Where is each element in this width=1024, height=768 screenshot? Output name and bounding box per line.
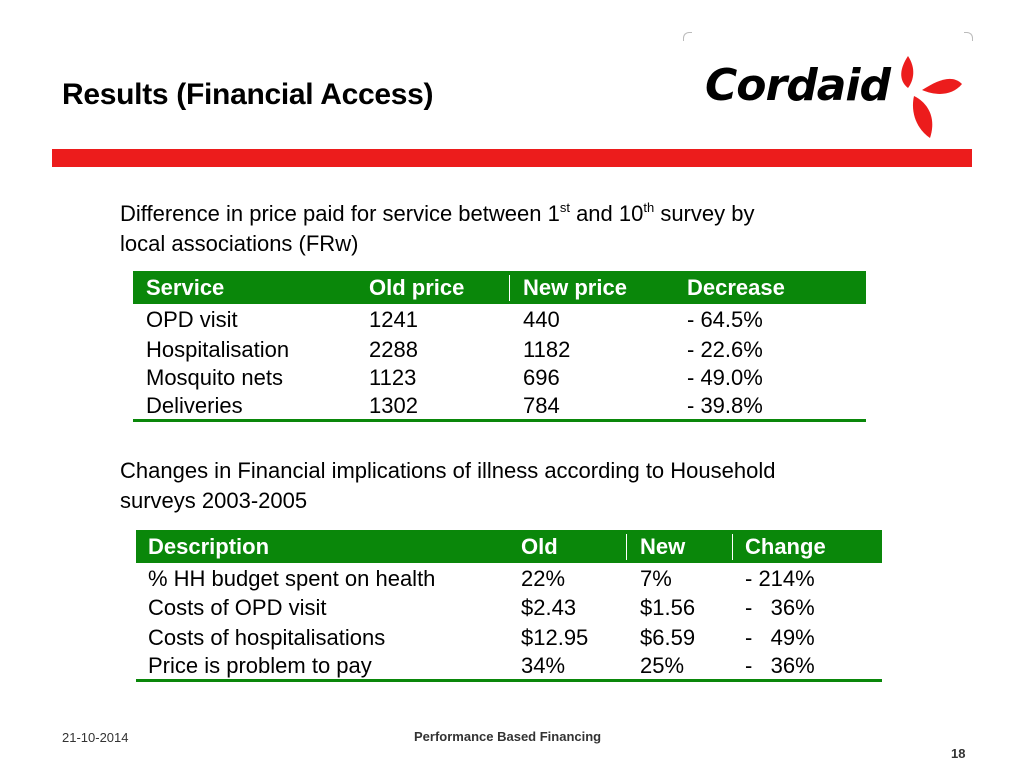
column-header: Old price — [369, 275, 465, 300]
cordaid-logo-text: Cordaid — [705, 60, 891, 111]
table-cell: OPD visit — [146, 307, 238, 332]
column-separator — [626, 534, 627, 560]
caption-text: surveys 2003-2005 — [120, 488, 308, 513]
table-cell: Deliveries — [146, 393, 243, 418]
table-cell: Price is problem to pay — [148, 653, 372, 678]
table-cell: Mosquito nets — [146, 365, 283, 390]
table-cell: $6.59 — [640, 625, 696, 650]
column-header: Old — [521, 534, 558, 559]
caption-text: survey by — [654, 201, 755, 226]
table-cell: $12.95 — [521, 625, 589, 650]
section1-caption: Difference in price paid for service bet… — [120, 199, 900, 259]
table-cell: - 64.5% — [687, 307, 763, 332]
column-separator — [509, 275, 510, 301]
table-cell: % HH budget spent on health — [148, 566, 436, 591]
caption-text: and 10 — [569, 201, 644, 226]
table-cell: 784 — [523, 393, 560, 418]
footer-date: 21-10-2014 — [62, 730, 129, 745]
table-cell: - 36% — [745, 595, 815, 620]
table-cell: $2.43 — [521, 595, 577, 620]
table-cell: Costs of OPD visit — [148, 595, 327, 620]
logo-frame — [683, 32, 973, 150]
table-cell: - 49.0% — [687, 365, 763, 390]
table-cell: - 49% — [745, 625, 815, 650]
table-row: OPD visit 1241 440 - 64.5% — [133, 304, 866, 334]
table-header: Description Old New Change — [136, 530, 882, 563]
slide-title: Results (Financial Access) — [62, 78, 434, 111]
price-table: Service Old price New price Decrease OPD… — [133, 271, 866, 422]
table-cell: 34% — [521, 653, 566, 678]
table-cell: 696 — [523, 365, 560, 390]
table-cell: 1123 — [369, 365, 417, 390]
table-cell: 1241 — [369, 307, 418, 332]
table-bottom-rule — [136, 679, 882, 682]
table-cell: $1.56 — [640, 595, 696, 620]
table-cell: - 214% — [745, 566, 815, 591]
caption-sup: st — [559, 200, 570, 215]
table-row: Hospitalisation 2288 1182 - 22.6% — [133, 334, 866, 363]
footer-title: Performance Based Financing — [414, 729, 602, 744]
column-header: Change — [745, 534, 826, 559]
cordaid-logo-icon — [901, 56, 962, 138]
column-separator — [732, 534, 733, 560]
column-header: Decrease — [687, 275, 785, 300]
column-header: New price — [523, 275, 627, 300]
table-cell: 7% — [640, 566, 672, 591]
caption-sup: th — [643, 200, 655, 215]
table-cell: 22% — [521, 566, 566, 591]
caption-text: local associations (FRw) — [120, 231, 359, 256]
page-number: 18 — [951, 746, 966, 761]
table-row: Deliveries 1302 784 - 39.8% — [133, 391, 866, 419]
table-cell: Costs of hospitalisations — [148, 625, 386, 650]
column-header: Service — [146, 275, 225, 300]
table-bottom-rule — [133, 419, 866, 422]
caption-text: Changes in Financial implications of ill… — [120, 458, 776, 483]
table-cell: 25% — [640, 653, 685, 678]
table-cell: - 36% — [745, 653, 815, 678]
column-header: New — [640, 534, 686, 559]
table-row: Costs of OPD visit $2.43 $1.56 - 36% — [136, 593, 882, 622]
table-row: % HH budget spent on health 22% 7% - 214… — [136, 563, 882, 593]
table-cell: 1302 — [369, 393, 418, 418]
table-cell: 2288 — [369, 337, 418, 362]
table-row: Costs of hospitalisations $12.95 $6.59 -… — [136, 622, 882, 652]
table-cell: Hospitalisation — [146, 337, 290, 362]
table-header: Service Old price New price Decrease — [133, 271, 866, 304]
illness-cost-table: Description Old New Change % HH budget s… — [136, 530, 882, 682]
table-row: Mosquito nets 1123 696 - 49.0% — [133, 363, 866, 391]
table-cell: 440 — [523, 307, 560, 332]
column-header: Description — [148, 534, 270, 559]
table-cell: - 22.6% — [687, 337, 763, 362]
table-cell: 1182 — [523, 337, 571, 362]
red-divider-bar — [52, 149, 972, 167]
caption-text: Difference in price paid for service bet… — [120, 201, 560, 226]
section2-caption: Changes in Financial implications of ill… — [120, 456, 900, 516]
table-row: Price is problem to pay 34% 25% - 36% — [136, 652, 882, 680]
table-cell: - 39.8% — [687, 393, 763, 418]
